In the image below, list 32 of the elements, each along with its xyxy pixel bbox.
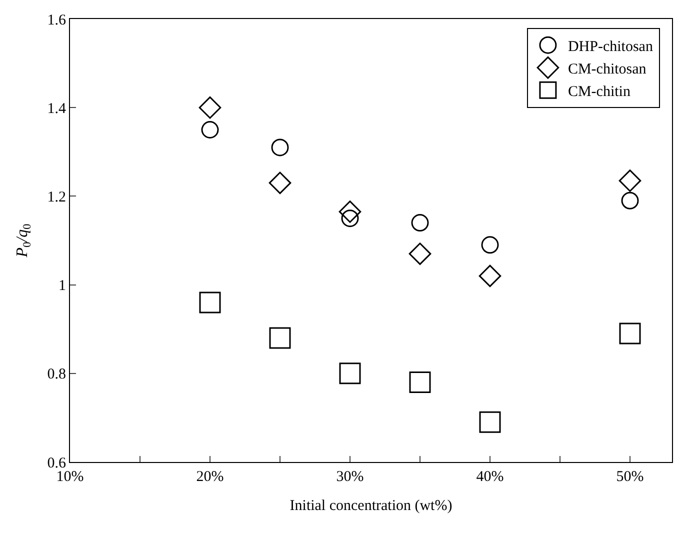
point: [198, 96, 222, 119]
y-tick-label: 0.6: [47, 455, 66, 472]
x-axis-title: Initial concentration (wt%): [290, 498, 452, 514]
y-tick-label: 0.8: [47, 366, 66, 383]
point: [479, 411, 501, 433]
point: [409, 372, 431, 394]
point: [199, 292, 221, 314]
y-tick-label: 1.4: [47, 100, 66, 117]
point: [411, 214, 429, 232]
point: [618, 170, 642, 192]
point: [481, 236, 499, 254]
x-tick-label: 20%: [196, 469, 224, 485]
x-tick-label: 10%: [56, 469, 84, 485]
point: [619, 322, 641, 344]
point: [621, 192, 639, 210]
point: [339, 362, 361, 384]
point: [338, 200, 362, 223]
point: [269, 327, 291, 349]
point: [408, 242, 432, 265]
x-tick-label: 50%: [616, 469, 644, 485]
y-tick-label: 1.2: [47, 189, 66, 206]
y-tick-label: 1.6: [47, 12, 66, 28]
x-tick-label: 30%: [336, 469, 364, 485]
legend-label: DHP-chitosan: [568, 38, 654, 55]
point: [268, 172, 292, 194]
y-tick-label: 1: [58, 278, 66, 294]
point: [478, 264, 502, 288]
legend-label: CM-chitosan: [568, 61, 647, 78]
x-tick-label: 40%: [476, 469, 504, 485]
point: [271, 138, 289, 156]
legend-label: CM-chitin: [568, 84, 631, 100]
point: [201, 121, 219, 138]
